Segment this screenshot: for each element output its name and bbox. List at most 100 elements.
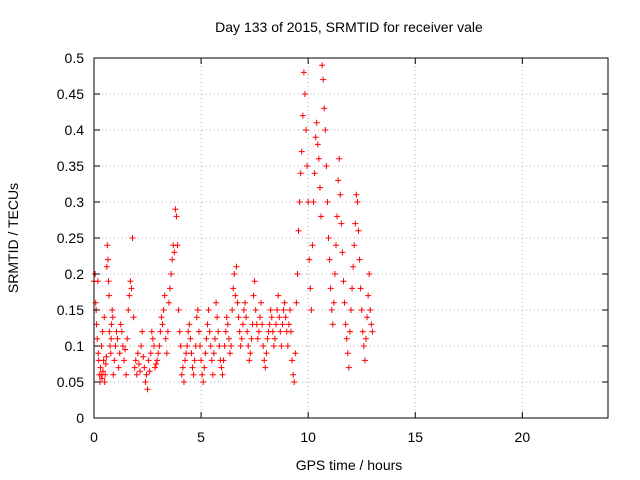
data-point: [123, 371, 130, 378]
data-point: [358, 307, 365, 313]
data-point: [240, 307, 247, 313]
data-point: [291, 379, 298, 385]
data-point: [253, 321, 260, 328]
data-point: [353, 191, 360, 198]
data-point: [214, 314, 221, 321]
x-tick-label: 20: [515, 429, 531, 445]
data-point: [222, 328, 229, 335]
data-point: [208, 357, 215, 364]
data-point: [300, 69, 307, 76]
data-point: [105, 292, 112, 299]
data-point: [237, 343, 244, 349]
y-tick-label: 0: [76, 410, 84, 426]
data-point: [329, 321, 336, 328]
data-point: [93, 321, 100, 328]
data-point: [360, 343, 367, 349]
data-point: [282, 314, 289, 321]
data-point: [97, 364, 104, 371]
data-point: [172, 206, 179, 213]
data-point: [218, 364, 225, 371]
data-point: [296, 199, 303, 205]
data-point: [138, 343, 145, 349]
data-point: [101, 379, 108, 385]
data-point: [137, 368, 144, 375]
data-point: [164, 328, 171, 335]
data-point: [193, 314, 200, 321]
data-point: [330, 299, 337, 306]
data-point: [159, 321, 166, 328]
x-axis-label: GPS time / hours: [296, 457, 403, 473]
data-point: [102, 371, 109, 378]
data-point: [107, 343, 114, 349]
data-point: [199, 371, 206, 378]
data-point: [281, 299, 288, 306]
data-point: [288, 328, 295, 335]
y-tick-label: 0.25: [57, 230, 84, 246]
data-point: [226, 350, 233, 357]
data-point: [336, 155, 343, 162]
data-point: [175, 307, 182, 313]
data-point: [202, 350, 209, 357]
x-tick-label: 5: [197, 429, 205, 445]
data-point: [323, 163, 330, 169]
data-point: [316, 184, 323, 191]
data-point: [340, 278, 347, 285]
data-point: [152, 364, 159, 371]
data-point: [255, 328, 262, 335]
data-point: [148, 328, 155, 335]
y-tick-label: 0.45: [57, 86, 84, 102]
data-point: [303, 127, 310, 133]
data-point: [207, 343, 214, 349]
data-point: [273, 321, 280, 328]
data-point: [118, 328, 125, 335]
y-tick-label: 0.35: [57, 158, 84, 174]
data-point: [348, 307, 354, 313]
data-point: [150, 343, 157, 349]
data-point: [313, 119, 320, 126]
data-point: [355, 227, 362, 234]
data-point: [168, 271, 175, 277]
data-point: [247, 350, 254, 357]
data-point: [267, 307, 274, 313]
data-point: [139, 328, 146, 335]
data-point: [292, 350, 299, 357]
data-point: [104, 242, 111, 249]
data-point: [304, 163, 311, 169]
data-point: [321, 105, 328, 112]
data-point: [270, 343, 277, 349]
data-point: [268, 314, 275, 321]
data-point: [349, 285, 356, 292]
data-point: [331, 271, 338, 277]
data-point: [129, 235, 136, 241]
data-point: [274, 307, 281, 313]
data-point: [116, 350, 123, 357]
data-point: [99, 375, 106, 382]
data-point: [361, 357, 368, 364]
chart-title: Day 133 of 2015, SRMTID for receiver val…: [215, 19, 483, 35]
data-point: [140, 353, 147, 360]
data-point: [250, 292, 257, 299]
data-point: [328, 307, 335, 313]
data-point: [135, 361, 142, 367]
data-point: [149, 335, 156, 342]
data-point: [188, 350, 195, 357]
data-point: [225, 335, 232, 342]
data-point: [278, 343, 285, 349]
data-point: [352, 220, 359, 227]
data-point: [131, 364, 138, 371]
data-point: [120, 357, 127, 364]
data-point: [223, 314, 230, 321]
data-point: [258, 299, 265, 306]
data-point: [205, 307, 212, 313]
data-point: [185, 328, 192, 335]
data-point: [294, 271, 301, 277]
data-point: [359, 328, 366, 335]
data-point: [106, 328, 113, 335]
data-point: [310, 199, 317, 205]
data-point: [337, 191, 344, 198]
data-point: [259, 321, 266, 328]
data-point: [173, 213, 180, 220]
data-point: [345, 364, 352, 371]
data-point: [334, 213, 341, 220]
